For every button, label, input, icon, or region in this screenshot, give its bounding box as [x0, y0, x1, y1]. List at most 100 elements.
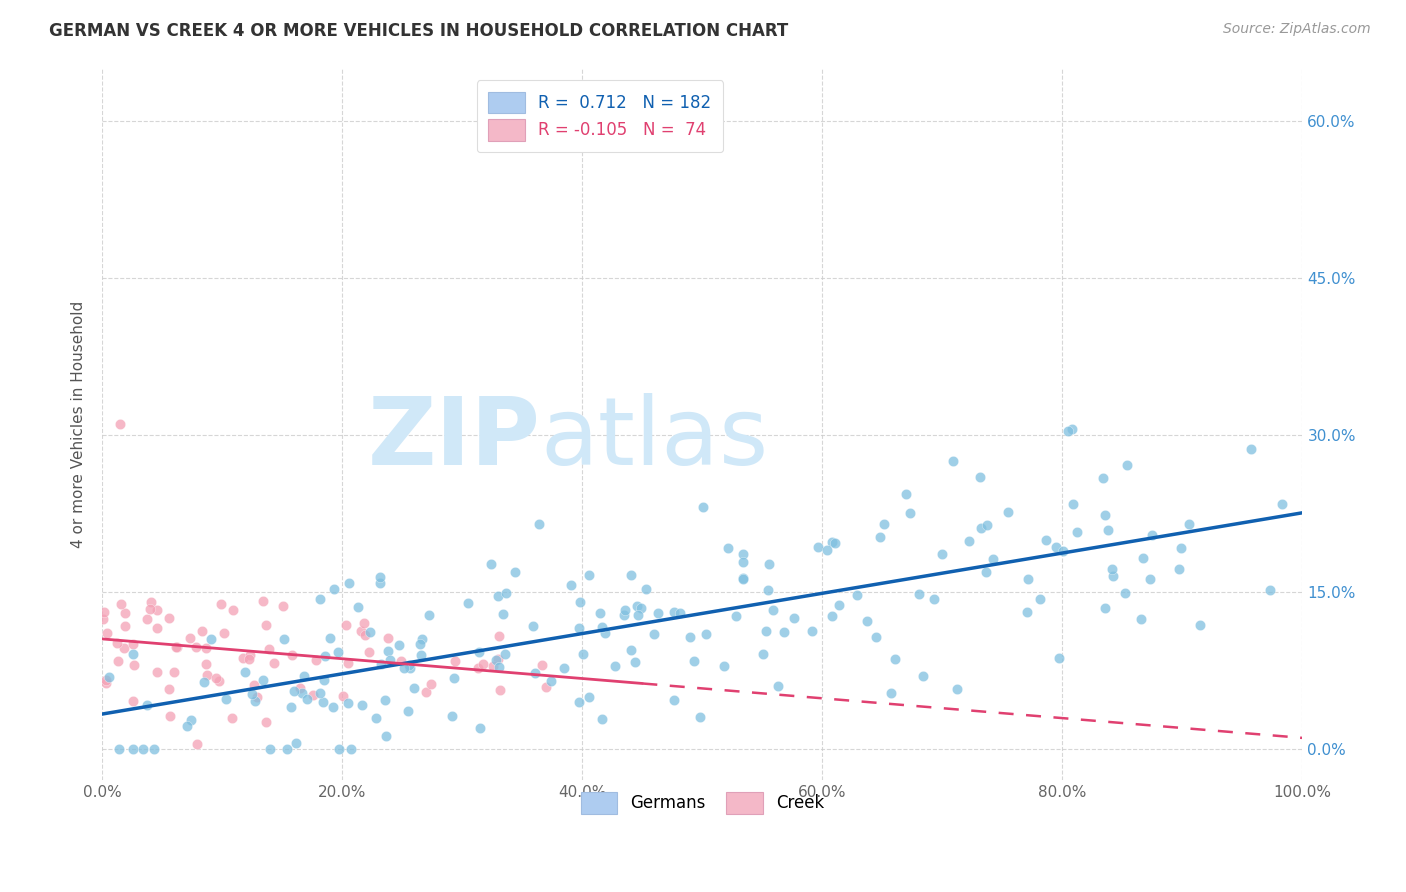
Point — [755, 624, 778, 638]
Point — [243, 694, 266, 708]
Point — [257, 641, 280, 656]
Point — [468, 721, 491, 735]
Point — [195, 641, 218, 656]
Point — [578, 568, 600, 582]
Point — [146, 665, 169, 679]
Point — [326, 645, 349, 659]
Point — [281, 648, 304, 663]
Point — [568, 621, 591, 635]
Point — [143, 742, 166, 756]
Point — [522, 619, 544, 633]
Text: ZIP: ZIP — [367, 392, 540, 484]
Point — [122, 742, 145, 756]
Point — [486, 590, 509, 604]
Point — [122, 693, 145, 707]
Point — [479, 557, 502, 571]
Point — [191, 624, 214, 638]
Point — [332, 689, 354, 703]
Point — [291, 686, 314, 700]
Point — [350, 624, 373, 638]
Point — [531, 658, 554, 673]
Point — [323, 582, 346, 596]
Point — [647, 607, 669, 621]
Point — [94, 673, 117, 687]
Point — [308, 592, 330, 607]
Point — [1177, 517, 1199, 532]
Point — [481, 659, 503, 673]
Point — [529, 516, 551, 531]
Point — [957, 533, 980, 548]
Point — [540, 674, 562, 689]
Point — [568, 695, 591, 709]
Point — [630, 600, 652, 615]
Point — [846, 589, 869, 603]
Point — [378, 653, 401, 667]
Point — [377, 632, 399, 646]
Point — [136, 698, 159, 713]
Point — [114, 618, 136, 632]
Point — [865, 630, 887, 644]
Point — [243, 678, 266, 692]
Point — [222, 603, 245, 617]
Point — [179, 631, 201, 645]
Point — [252, 594, 274, 608]
Point — [815, 543, 838, 558]
Point — [669, 606, 692, 620]
Point — [157, 681, 180, 696]
Point — [773, 625, 796, 640]
Point — [389, 654, 412, 668]
Point — [1170, 541, 1192, 555]
Point — [214, 626, 236, 640]
Point — [457, 596, 479, 610]
Point — [294, 669, 316, 683]
Point — [444, 654, 467, 668]
Point — [309, 686, 332, 700]
Point — [766, 679, 789, 693]
Point — [408, 637, 430, 651]
Point — [259, 742, 281, 756]
Point — [305, 653, 328, 667]
Text: Source: ZipAtlas.com: Source: ZipAtlas.com — [1223, 22, 1371, 37]
Point — [252, 673, 274, 687]
Point — [139, 595, 162, 609]
Point — [613, 607, 636, 622]
Point — [1167, 562, 1189, 576]
Point — [571, 647, 593, 661]
Point — [322, 699, 344, 714]
Point — [593, 625, 616, 640]
Point — [215, 692, 238, 706]
Text: atlas: atlas — [540, 392, 769, 484]
Point — [163, 665, 186, 680]
Point — [415, 684, 437, 698]
Point — [821, 608, 844, 623]
Y-axis label: 4 or more Vehicles in Household: 4 or more Vehicles in Household — [72, 301, 86, 548]
Point — [1115, 458, 1137, 472]
Point — [166, 640, 188, 654]
Point — [1240, 442, 1263, 456]
Point — [98, 669, 121, 683]
Point — [295, 692, 318, 706]
Point — [105, 635, 128, 649]
Point — [1271, 497, 1294, 511]
Point — [364, 711, 387, 725]
Point — [136, 612, 159, 626]
Point — [896, 487, 918, 501]
Point — [91, 612, 114, 626]
Point — [232, 650, 254, 665]
Point — [441, 708, 464, 723]
Point — [374, 693, 396, 707]
Point — [695, 627, 717, 641]
Point — [800, 624, 823, 638]
Point — [254, 617, 277, 632]
Point — [121, 647, 143, 661]
Point — [288, 681, 311, 695]
Point — [591, 619, 613, 633]
Point — [689, 710, 711, 724]
Point — [1029, 592, 1052, 607]
Point — [336, 696, 359, 710]
Point — [623, 655, 645, 669]
Point — [122, 637, 145, 651]
Point — [328, 742, 350, 756]
Point — [233, 665, 256, 679]
Point — [492, 607, 515, 621]
